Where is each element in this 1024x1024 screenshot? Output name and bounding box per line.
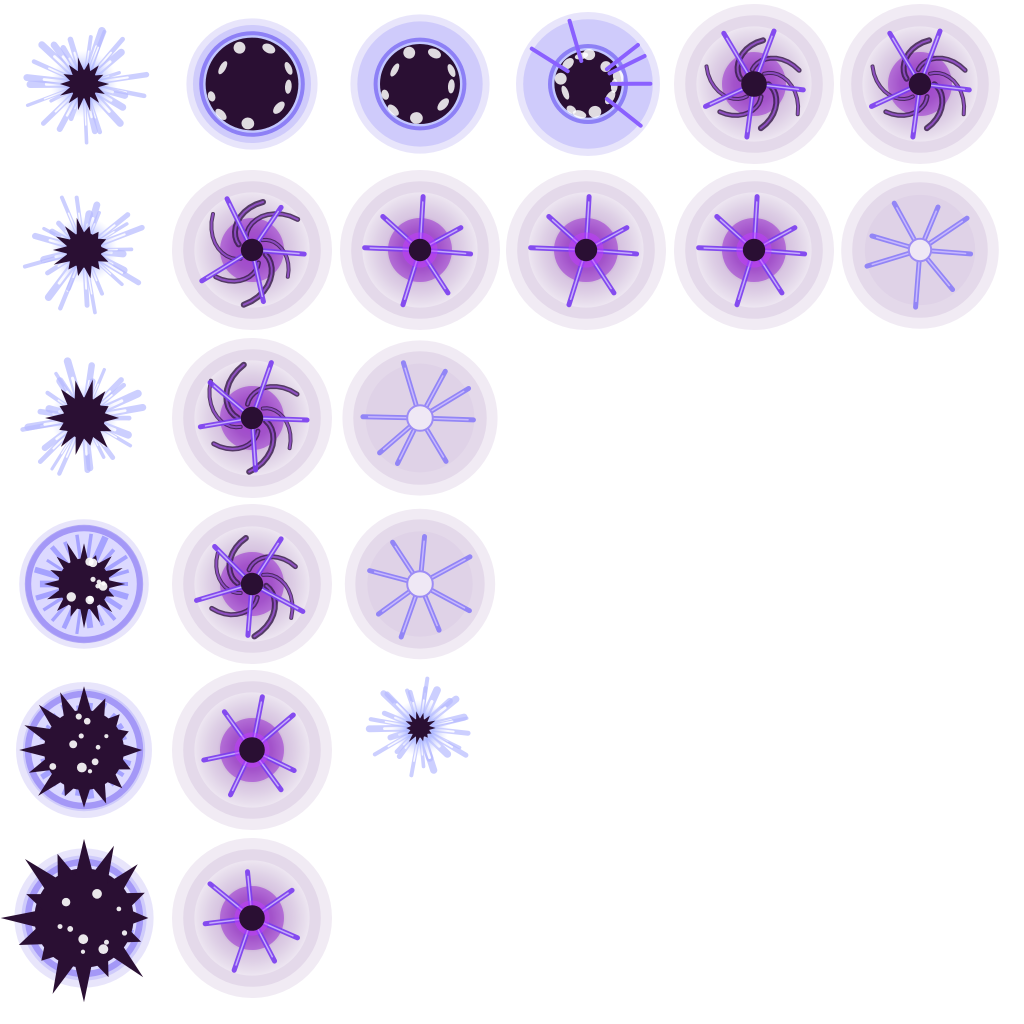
column-1-implosion-start-frame-4: [19, 519, 149, 649]
core: [408, 238, 432, 262]
core: [239, 737, 265, 763]
column-2-dark-orb-frame-3: [172, 338, 332, 498]
core: [240, 238, 264, 262]
core: [741, 71, 767, 97]
column-1-implosion-start-frame-5: [16, 682, 152, 818]
column-3-collapse-frame-5: [365, 676, 471, 778]
column-3-collapse-frame-2: [340, 170, 500, 330]
core: [406, 570, 434, 598]
column-6-frame-2: [841, 171, 999, 329]
column-2-dark-orb-frame-4: [172, 504, 332, 664]
column-1-implosion-start-frame-6: [0, 838, 154, 1003]
column-2-dark-orb-frame-1: [186, 18, 318, 150]
column-3-collapse-frame-3: [342, 340, 498, 496]
core: [239, 905, 265, 931]
core: [742, 238, 766, 262]
column-3-collapse-frame-4: [344, 508, 496, 660]
core: [406, 404, 434, 432]
core: [240, 406, 264, 430]
column-2-dark-orb-frame-5: [172, 670, 332, 830]
column-4-frame-2: [506, 170, 666, 330]
column-2-dark-orb-frame-6: [172, 838, 332, 998]
column-4-frame-1: [516, 12, 660, 156]
column-1-implosion-start-frame-2: [22, 195, 145, 315]
column-1-implosion-start-frame-3: [20, 357, 147, 476]
column-5-frame-1: [674, 4, 834, 164]
column-1-implosion-start-frame-1: [23, 27, 150, 145]
core: [574, 238, 598, 262]
column-6-frame-1: [840, 4, 1000, 164]
column-3-collapse-frame-1: [350, 14, 490, 154]
core: [908, 72, 932, 96]
core: [907, 237, 933, 263]
column-2-dark-orb-frame-2: [172, 170, 332, 330]
column-5-frame-2: [674, 170, 834, 330]
core: [240, 572, 264, 596]
